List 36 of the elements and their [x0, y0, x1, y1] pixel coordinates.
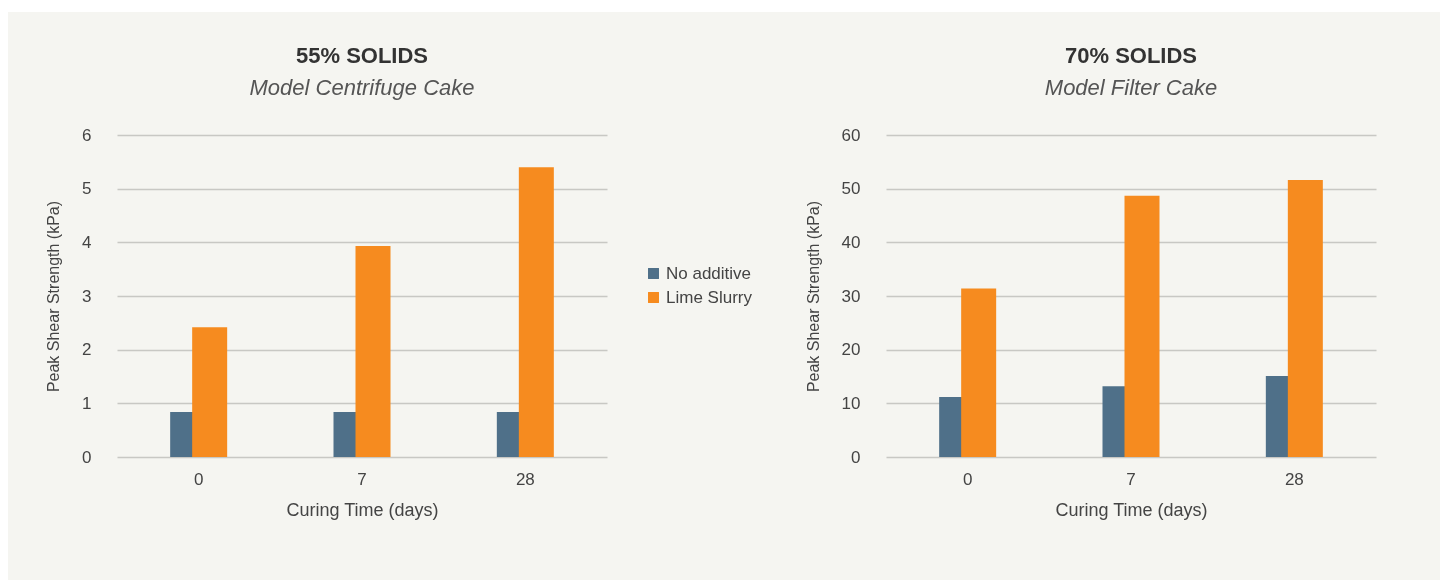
chart-title: 70% SOLIDS — [1064, 43, 1198, 68]
x-axis-title: Curing Time (days) — [1055, 499, 1208, 520]
y-tick-label: 2 — [82, 340, 92, 360]
legend-label: No additive — [666, 263, 752, 283]
bar — [192, 327, 228, 457]
y-tick-label: 60 — [841, 125, 861, 145]
x-tick-label: 28 — [515, 469, 535, 489]
y-tick-label: 1 — [82, 393, 92, 413]
chart-subtitle: Model Filter Cake — [1044, 75, 1218, 100]
y-axis-title: Peak Shear Strength (kPa) — [804, 200, 822, 393]
y-tick-label: 20 — [841, 340, 861, 360]
y-axis-title: Peak Shear Strength (kPa) — [45, 200, 63, 393]
y-tick-label: 3 — [82, 286, 92, 306]
y-tick-label: 50 — [841, 179, 861, 199]
y-tick-label: 4 — [82, 232, 92, 252]
bar — [961, 288, 997, 457]
x-tick-label: 7 — [1126, 469, 1136, 489]
x-tick-label: 7 — [357, 469, 367, 489]
bar — [1124, 195, 1160, 457]
chart-title: 55% SOLIDS — [295, 43, 429, 68]
bar — [518, 167, 554, 457]
x-tick-label: 0 — [962, 469, 973, 489]
y-tick-label: 0 — [851, 447, 861, 467]
y-tick-label: 5 — [82, 179, 92, 199]
x-axis-title: Curing Time (days) — [286, 499, 439, 520]
x-tick-label: 0 — [193, 469, 204, 489]
chart-subtitle: Model Centrifuge Cake — [249, 75, 475, 100]
legend-label: Lime Slurry — [666, 287, 753, 307]
y-tick-label: 0 — [82, 447, 92, 467]
y-tick-label: 40 — [841, 232, 861, 252]
x-tick-label: 28 — [1284, 469, 1304, 489]
bar — [355, 246, 391, 457]
y-tick-label: 30 — [841, 286, 861, 306]
bar — [1287, 180, 1323, 457]
y-tick-label: 10 — [841, 393, 861, 413]
y-tick-label: 6 — [82, 125, 92, 145]
